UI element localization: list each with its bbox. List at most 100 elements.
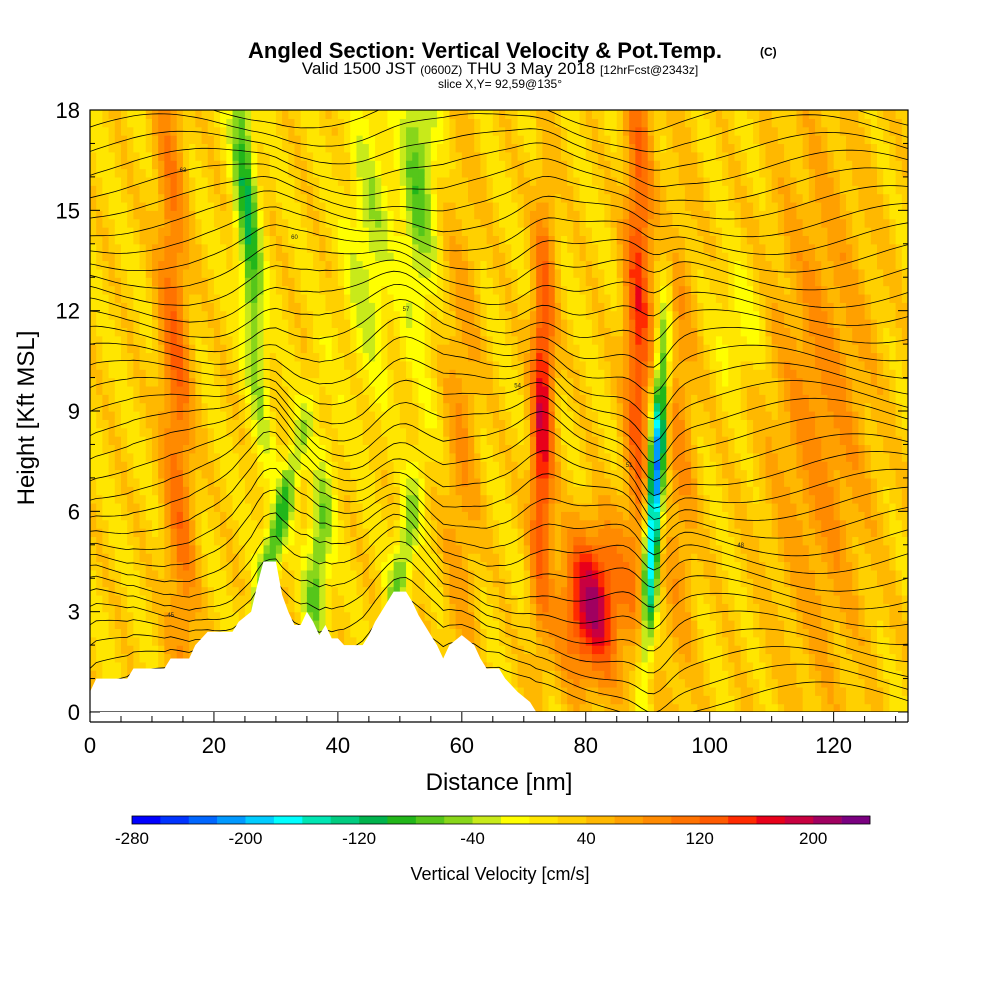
field-cell — [300, 260, 308, 270]
field-cell — [244, 285, 252, 295]
field-cell — [120, 176, 128, 186]
field-cell — [275, 319, 283, 328]
field-cell — [158, 210, 165, 220]
field-cell — [189, 611, 196, 621]
field-cell — [344, 126, 351, 136]
field-cell — [158, 201, 165, 211]
field-cell — [145, 594, 153, 604]
field-cell — [220, 344, 227, 354]
field-cell — [201, 620, 209, 629]
field-cell — [244, 277, 252, 287]
field-cell — [114, 135, 122, 145]
field-cell — [244, 310, 252, 320]
field-cell — [418, 210, 426, 220]
field-cell — [232, 427, 240, 437]
field-cell — [449, 135, 457, 145]
field-cell — [313, 452, 320, 462]
field-cell — [406, 285, 413, 295]
field-cell — [418, 352, 426, 362]
field-cell — [139, 528, 147, 538]
field-cell — [325, 511, 333, 521]
field-cell — [486, 110, 494, 119]
field-cell — [195, 586, 203, 596]
field-cell — [368, 218, 376, 228]
field-cell — [306, 502, 314, 512]
field-cell — [220, 327, 227, 337]
field-cell — [455, 511, 463, 521]
field-cell — [220, 277, 227, 287]
field-cell — [213, 477, 221, 487]
field-cell — [486, 377, 494, 387]
field-cell — [232, 168, 240, 178]
field-cell — [282, 502, 289, 512]
field-cell — [108, 110, 116, 119]
field-cell — [127, 436, 134, 446]
field-cell — [96, 227, 103, 237]
field-cell — [362, 502, 370, 512]
field-cell — [120, 143, 128, 153]
field-cell — [313, 502, 320, 512]
field-cell — [381, 344, 389, 354]
field-cell — [468, 394, 475, 404]
field-cell — [430, 227, 438, 237]
field-cell — [120, 335, 128, 345]
field-cell — [145, 252, 153, 262]
field-cell — [145, 536, 153, 546]
field-cell — [96, 185, 103, 195]
field-cell — [461, 243, 469, 253]
field-cell — [213, 243, 221, 253]
field-cell — [102, 193, 110, 203]
field-cell — [182, 243, 190, 253]
field-cell — [102, 327, 110, 337]
field-cell — [325, 335, 333, 345]
field-cell — [399, 277, 407, 287]
field-cell — [133, 126, 141, 136]
field-cell — [195, 394, 203, 404]
field-cell — [139, 636, 147, 646]
field-cell — [412, 360, 420, 370]
field-cell — [306, 578, 314, 588]
field-cell — [220, 544, 227, 554]
field-cell — [325, 544, 333, 554]
field-cell — [368, 469, 376, 479]
field-cell — [164, 436, 172, 446]
field-cell — [201, 151, 209, 161]
field-cell — [269, 486, 277, 496]
field-cell — [96, 636, 103, 646]
field-cell — [356, 511, 364, 521]
field-cell — [437, 360, 444, 370]
field-cell — [207, 302, 215, 312]
field-cell — [331, 135, 339, 145]
field-cell — [114, 110, 122, 119]
field-cell — [226, 511, 234, 521]
field-cell — [294, 394, 302, 404]
field-cell — [399, 477, 407, 487]
field-cell — [226, 444, 234, 454]
field-cell — [387, 419, 395, 429]
field-cell — [114, 411, 122, 420]
field-cell — [344, 528, 351, 538]
field-cell — [151, 511, 159, 521]
field-cell — [430, 293, 438, 303]
field-cell — [325, 310, 333, 320]
field-cell — [139, 118, 147, 128]
field-cell — [201, 360, 209, 370]
field-cell — [195, 469, 203, 479]
copyright-mark: (C) — [760, 45, 777, 59]
field-cell — [220, 377, 227, 387]
field-cell — [350, 160, 358, 170]
field-cell — [381, 369, 389, 379]
field-cell — [300, 151, 308, 161]
field-cell — [387, 227, 395, 237]
field-cell — [108, 260, 116, 270]
field-cell — [474, 126, 482, 136]
field-cell — [207, 168, 215, 178]
field-cell — [182, 519, 190, 529]
field-cell — [108, 285, 116, 295]
field-cell — [226, 502, 234, 512]
field-cell — [195, 227, 203, 237]
field-cell — [127, 344, 134, 354]
field-cell — [269, 536, 277, 546]
field-cell — [418, 277, 426, 287]
field-cell — [213, 185, 221, 195]
